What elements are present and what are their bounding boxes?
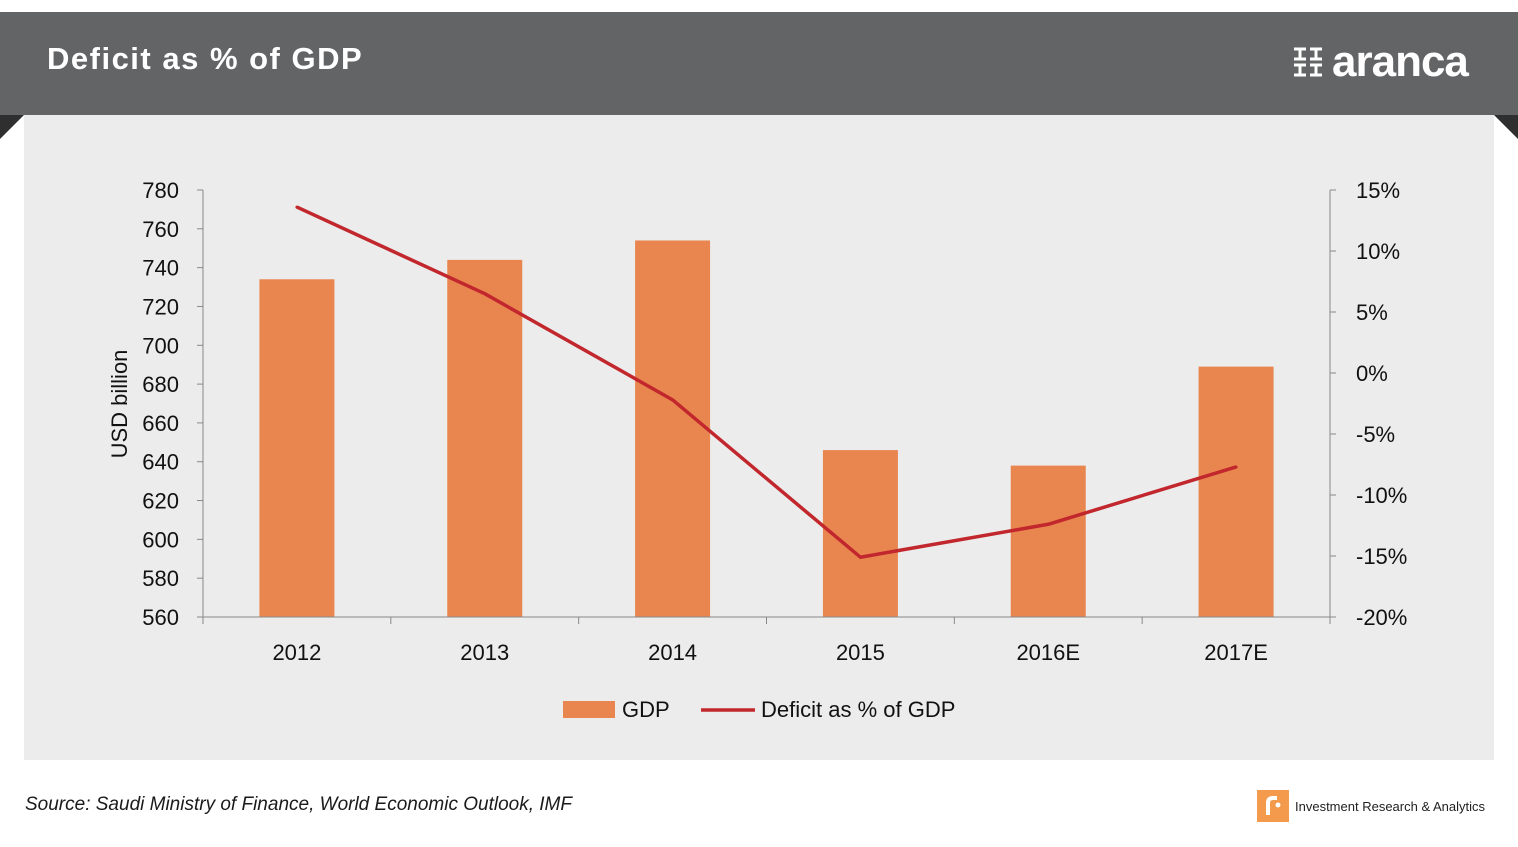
x-tick-label: 2013: [460, 640, 509, 665]
source-note: Source: Saudi Ministry of Finance, World…: [25, 794, 572, 815]
y-tick-label-left: 600: [142, 527, 179, 552]
y-tick-label-right: 0%: [1356, 361, 1388, 386]
y-axis-title: USD billion: [107, 350, 132, 459]
bar-gdp-2017E: [1198, 366, 1274, 617]
aranca-logo: aranca: [1292, 37, 1469, 86]
legend-label-gdp: GDP: [622, 697, 670, 722]
point-deficit-2017E: [1234, 465, 1238, 469]
page-title: Deficit as % of GDP: [47, 41, 364, 76]
logo-text: aranca: [1332, 37, 1469, 86]
point-deficit-2014: [671, 398, 675, 402]
y-tick-label-right: 15%: [1356, 178, 1400, 203]
y-tick-label-right: -20%: [1356, 605, 1407, 630]
point-deficit-2016E: [1046, 522, 1050, 526]
bar-gdp-2013: [447, 259, 523, 617]
y-tick-label-right: -5%: [1356, 422, 1395, 447]
aranca-brand-icon: [1257, 790, 1289, 822]
y-tick-label-right: -15%: [1356, 544, 1407, 569]
line-deficit: [296, 205, 1237, 559]
x-tick-label: 2017E: [1204, 640, 1268, 665]
y-tick-label-right: -10%: [1356, 483, 1407, 508]
legend-swatch-gdp: [563, 701, 615, 718]
y-tick-label-right: 5%: [1356, 300, 1388, 325]
bar-gdp-2016E: [1010, 465, 1086, 617]
y-tick-label-left: 780: [142, 178, 179, 203]
bar-gdp-2012: [259, 279, 335, 617]
bar-gdp-2015: [822, 450, 898, 617]
y-tick-label-left: 640: [142, 450, 179, 475]
y-tick-label-left: 620: [142, 489, 179, 514]
footer-brand: Investment Research & Analytics: [1257, 790, 1485, 822]
y-tick-label-left: 720: [142, 294, 179, 319]
y-tick-label-left: 680: [142, 372, 179, 397]
y-tick-label-left: 740: [142, 256, 179, 281]
point-deficit-2015: [858, 555, 862, 559]
y-tick-label-left: 560: [142, 605, 179, 630]
point-deficit-2012: [295, 205, 299, 209]
point-deficit-2013: [483, 292, 487, 296]
y-tick-label-left: 700: [142, 333, 179, 358]
header-fold-right: [1494, 115, 1518, 139]
x-tick-label: 2014: [648, 640, 697, 665]
header-bar: [0, 12, 1518, 115]
x-tick-label: 2016E: [1016, 640, 1080, 665]
bar-gdp-2014: [635, 240, 711, 618]
x-tick-label: 2015: [836, 640, 885, 665]
x-tick-label: 2012: [272, 640, 321, 665]
y-tick-label-left: 760: [142, 217, 179, 242]
y-tick-label-left: 580: [142, 566, 179, 591]
legend-label-deficit: Deficit as % of GDP: [761, 697, 955, 722]
footer-brand-text: Investment Research & Analytics: [1295, 798, 1486, 814]
aranca-logo-icon: [1294, 47, 1322, 77]
y-tick-label-right: 10%: [1356, 239, 1400, 264]
y-tick-label-left: 660: [142, 411, 179, 436]
